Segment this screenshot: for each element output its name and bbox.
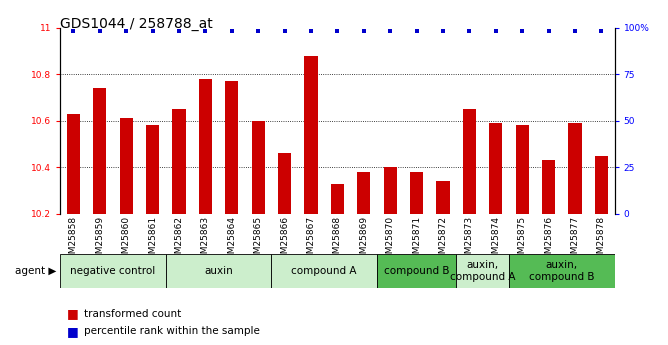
Bar — [146, 125, 159, 214]
Text: GSM25865: GSM25865 — [254, 216, 263, 265]
Bar — [542, 160, 555, 214]
Point — [200, 29, 210, 34]
Text: GSM25877: GSM25877 — [570, 216, 579, 265]
Text: GSM25876: GSM25876 — [544, 216, 553, 265]
Text: GSM25864: GSM25864 — [227, 216, 236, 265]
Bar — [516, 125, 529, 214]
Point — [490, 29, 501, 34]
Bar — [568, 123, 582, 214]
Bar — [60, 254, 166, 288]
Bar — [509, 254, 615, 288]
Text: compound B: compound B — [384, 266, 450, 276]
Bar — [331, 184, 344, 214]
Bar — [489, 123, 502, 214]
Point — [253, 29, 263, 34]
Text: ■: ■ — [67, 325, 79, 338]
Text: GSM25868: GSM25868 — [333, 216, 342, 265]
Point — [385, 29, 395, 34]
Point — [517, 29, 528, 34]
Bar — [120, 118, 133, 214]
Text: auxin: auxin — [204, 266, 233, 276]
Point — [94, 29, 105, 34]
Bar — [595, 156, 608, 214]
Point — [68, 29, 79, 34]
Bar — [357, 172, 370, 214]
Text: GSM25858: GSM25858 — [69, 216, 77, 265]
Point — [464, 29, 475, 34]
Point — [359, 29, 369, 34]
Point — [121, 29, 132, 34]
Point — [570, 29, 580, 34]
Bar — [271, 254, 377, 288]
Text: negative control: negative control — [70, 266, 156, 276]
Text: auxin,
compound B: auxin, compound B — [529, 260, 595, 282]
Bar — [377, 254, 456, 288]
Text: ■: ■ — [67, 307, 79, 321]
Text: agent ▶: agent ▶ — [15, 266, 57, 276]
Point — [596, 29, 607, 34]
Text: GSM25869: GSM25869 — [359, 216, 368, 265]
Point — [438, 29, 448, 34]
Text: transformed count: transformed count — [84, 309, 181, 319]
Bar — [67, 114, 80, 214]
Text: GSM25863: GSM25863 — [201, 216, 210, 265]
Bar — [225, 81, 238, 214]
Text: GSM25872: GSM25872 — [438, 216, 448, 265]
Point — [174, 29, 184, 34]
Text: GSM25871: GSM25871 — [412, 216, 421, 265]
Bar — [383, 167, 397, 214]
Text: GSM25873: GSM25873 — [465, 216, 474, 265]
Bar — [456, 254, 509, 288]
Point — [332, 29, 343, 34]
Text: GSM25878: GSM25878 — [597, 216, 606, 265]
Text: GDS1044 / 258788_at: GDS1044 / 258788_at — [60, 17, 213, 31]
Bar — [463, 109, 476, 214]
Bar — [252, 121, 265, 214]
Point — [305, 29, 316, 34]
Text: GSM25859: GSM25859 — [96, 216, 104, 265]
Text: percentile rank within the sample: percentile rank within the sample — [84, 326, 259, 336]
Point — [226, 29, 237, 34]
Text: GSM25875: GSM25875 — [518, 216, 526, 265]
Text: auxin,
compound A: auxin, compound A — [450, 260, 515, 282]
Bar — [305, 56, 317, 214]
Bar — [410, 172, 423, 214]
Bar — [278, 153, 291, 214]
Text: GSM25870: GSM25870 — [385, 216, 395, 265]
Bar — [172, 109, 186, 214]
Text: compound A: compound A — [291, 266, 357, 276]
Point — [279, 29, 290, 34]
Text: GSM25874: GSM25874 — [491, 216, 500, 265]
Point — [411, 29, 422, 34]
Text: GSM25861: GSM25861 — [148, 216, 157, 265]
Text: GSM25862: GSM25862 — [174, 216, 184, 265]
Point — [147, 29, 158, 34]
Text: GSM25866: GSM25866 — [280, 216, 289, 265]
Bar — [436, 181, 450, 214]
Text: GSM25867: GSM25867 — [307, 216, 315, 265]
Bar — [166, 254, 271, 288]
Bar — [93, 88, 106, 214]
Point — [543, 29, 554, 34]
Text: GSM25860: GSM25860 — [122, 216, 131, 265]
Bar — [199, 79, 212, 214]
